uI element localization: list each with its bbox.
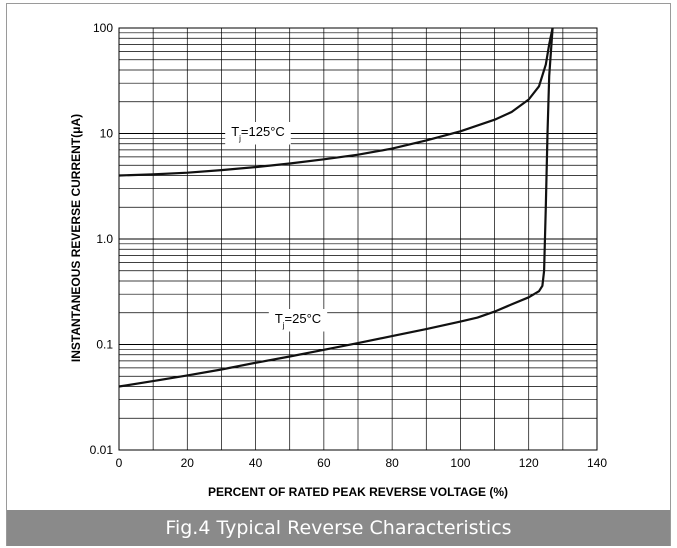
series-labels: Tj=125°C Tj=25°C	[225, 122, 328, 332]
series-label-tj-125c: Tj=125°C	[225, 122, 291, 145]
figure-caption: Fig.4 Typical Reverse Characteristics	[7, 510, 670, 546]
y-axis-title: INSTANTANEOUS REVERSE CURRENT(μA)	[69, 114, 83, 362]
plot-area	[118, 27, 598, 451]
series	[118, 27, 554, 388]
x-tick-label: 120	[519, 456, 539, 470]
x-tick-label: 0	[116, 456, 123, 470]
x-tick-label: 100	[450, 456, 470, 470]
x-tick-label: 80	[385, 456, 399, 470]
x-axis-title: PERCENT OF RATED PEAK REVERSE VOLTAGE (%…	[208, 485, 508, 499]
grid	[118, 28, 598, 451]
svg-text:Tj=25°C: Tj=25°C	[275, 311, 321, 330]
y-tick-label: 0.1	[96, 338, 113, 352]
series-line-tj-125c	[118, 27, 554, 177]
series-line-tj-25c	[118, 27, 554, 388]
figure-frame	[6, 3, 671, 546]
svg-text:Tj=125°C: Tj=125°C	[231, 124, 285, 143]
x-tick-label: 60	[317, 456, 331, 470]
y-tick-label: 10	[100, 127, 114, 141]
y-tick-label: 100	[93, 21, 113, 35]
x-tick-label: 20	[181, 456, 195, 470]
x-axis-ticks: 0 20 40 60 80 100 120 140	[116, 456, 608, 470]
y-tick-label: 0.01	[90, 443, 114, 457]
y-axis-ticks: 0.01 0.1 1.0 10 100	[90, 21, 114, 457]
y-tick-label: 1.0	[96, 232, 113, 246]
series-label-tj-25c: Tj=25°C	[268, 309, 328, 332]
x-tick-label: 140	[587, 456, 607, 470]
x-tick-label: 40	[249, 456, 263, 470]
